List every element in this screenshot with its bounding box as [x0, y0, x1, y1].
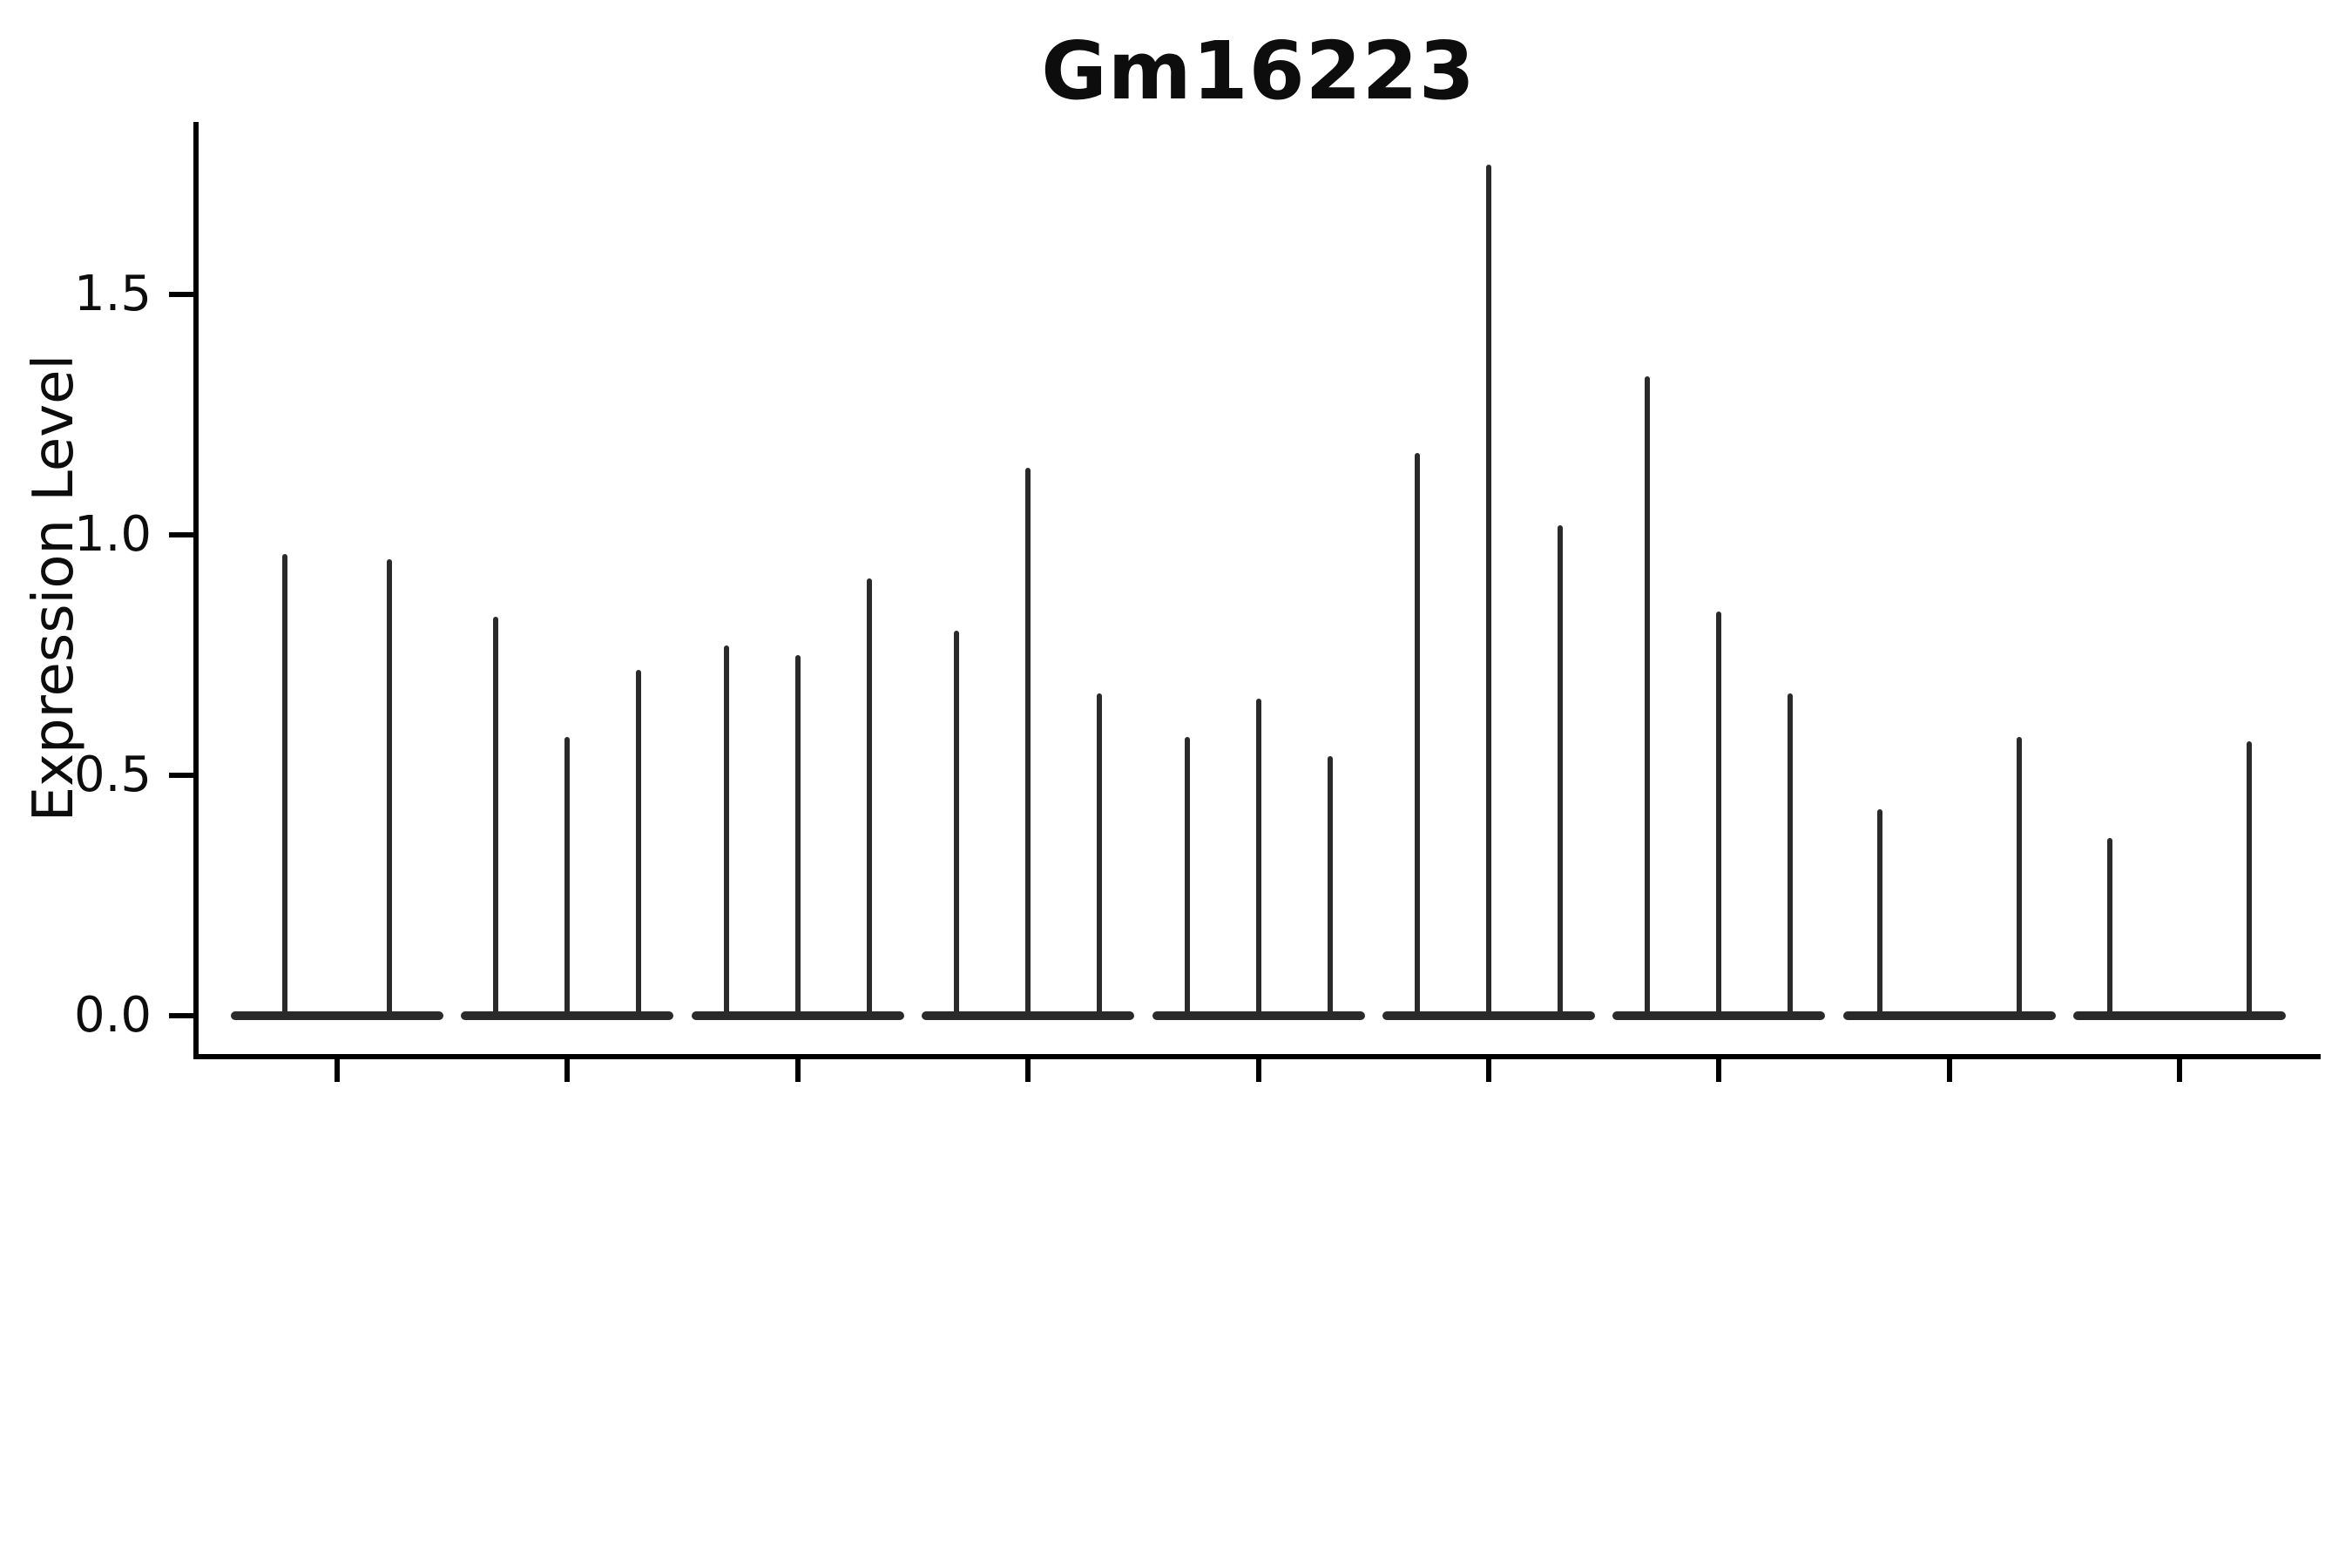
violin-spike [387, 558, 392, 1016]
y-tick-label: 0.0 [73, 987, 152, 1044]
violin-spike [866, 578, 872, 1016]
x-tick [1716, 1059, 1722, 1082]
violin-spike [723, 645, 729, 1016]
violin-spike [954, 631, 960, 1016]
x-tick [1946, 1059, 1952, 1082]
x-axis-spine [193, 1054, 2321, 1059]
violin-base [231, 1011, 443, 1020]
violin-spike [1415, 453, 1420, 1016]
violin-spike [2107, 837, 2113, 1016]
violin-spike [1645, 375, 1651, 1016]
violin-base [1382, 1011, 1595, 1020]
y-tick-label: 1.5 [73, 266, 152, 322]
x-tick [564, 1059, 571, 1082]
violin-spike [2247, 741, 2253, 1016]
violin-spike [282, 554, 287, 1016]
y-tick [169, 773, 193, 778]
y-tick [169, 1013, 193, 1018]
violin-spike [2016, 736, 2022, 1016]
x-tick [335, 1059, 340, 1082]
violin-spike [493, 616, 499, 1016]
violin-spike [1558, 524, 1563, 1016]
violin-spike [1097, 693, 1103, 1016]
chart-title: Gm16223 [1041, 24, 1476, 118]
violin-spike [1788, 693, 1794, 1016]
x-tick [1255, 1059, 1261, 1082]
violin-spike [1255, 698, 1261, 1016]
y-tick [169, 532, 193, 537]
violin-base [922, 1011, 1135, 1020]
y-tick [169, 292, 193, 297]
violin-spike [1716, 612, 1722, 1016]
y-tick-label: 1.0 [73, 506, 152, 563]
violin-spike [1327, 755, 1333, 1016]
violin-spike [1486, 164, 1491, 1016]
violin-spike [1876, 808, 1882, 1016]
violin-spike [636, 669, 642, 1016]
x-tick [1486, 1059, 1491, 1082]
violin-spike [1025, 467, 1031, 1016]
x-tick [2177, 1059, 2183, 1082]
violin-spike [1184, 736, 1190, 1016]
violin-spike [564, 736, 571, 1016]
y-tick-label: 0.5 [73, 747, 152, 803]
violin-base [1842, 1011, 2056, 1020]
y-axis-spine [193, 122, 199, 1059]
x-tick [1025, 1059, 1031, 1082]
violin-base [2073, 1011, 2287, 1020]
violin-base [1612, 1011, 1826, 1020]
violin-base [1152, 1011, 1365, 1020]
violin-base [461, 1011, 674, 1020]
violin-base [691, 1011, 904, 1020]
x-tick [794, 1059, 801, 1082]
violin-spike [794, 655, 801, 1016]
